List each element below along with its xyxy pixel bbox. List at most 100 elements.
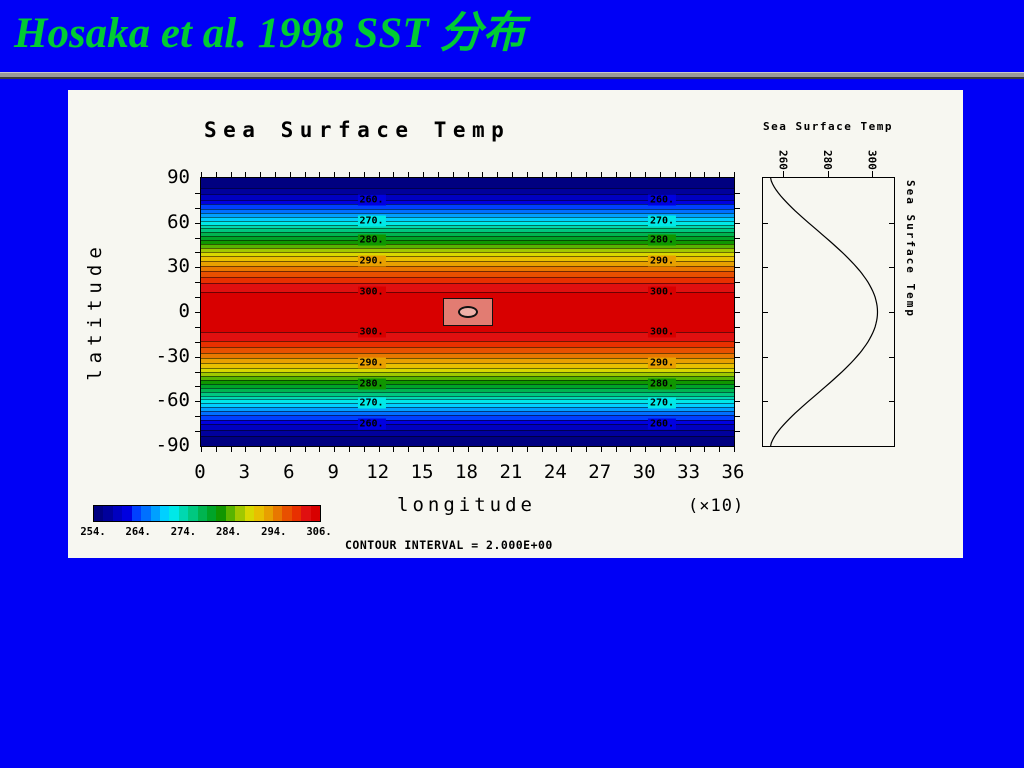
tick-mark xyxy=(615,447,617,452)
colorbar-segment xyxy=(310,506,321,521)
tick-mark xyxy=(735,371,740,373)
tick-mark xyxy=(526,447,528,452)
y-tick-label: 60 xyxy=(167,210,190,233)
sst-band xyxy=(201,232,734,237)
tick-mark xyxy=(349,447,351,452)
tick-mark xyxy=(195,267,200,269)
tick-mark xyxy=(889,356,894,358)
tick-mark xyxy=(571,447,573,452)
colorbar-segment xyxy=(159,506,170,521)
zonal-mean-curve xyxy=(770,178,879,446)
colorbar-segment xyxy=(103,506,113,521)
tick-mark xyxy=(526,172,528,177)
x-tick-label: 18 xyxy=(455,461,478,483)
contour-line xyxy=(201,247,734,249)
x-tick-label: 3 xyxy=(238,461,251,483)
tick-mark xyxy=(763,356,768,358)
tick-mark xyxy=(245,172,247,177)
sst-band xyxy=(201,178,734,189)
tick-mark xyxy=(349,172,351,177)
contour-line xyxy=(201,212,734,214)
tick-mark xyxy=(704,447,706,452)
contour-line xyxy=(201,358,734,360)
contour-line xyxy=(201,240,734,241)
colorbar-label: 294. xyxy=(261,526,287,538)
contour-line xyxy=(201,199,734,201)
tick-mark xyxy=(763,222,768,224)
tick-mark xyxy=(363,447,365,452)
y-tick-label: 90 xyxy=(167,166,190,188)
tick-mark xyxy=(408,447,410,452)
x-tick-label: 30 xyxy=(632,461,656,483)
sst-band xyxy=(201,353,734,359)
sst-band xyxy=(201,260,734,266)
colorbar-segment xyxy=(150,506,160,521)
y-axis-tick-labels: 90 60 30 0 -30 -60 -90 xyxy=(124,167,192,455)
y-tick-label: 0 xyxy=(178,300,190,322)
tick-mark xyxy=(195,431,200,433)
colorbar-label: 284. xyxy=(215,526,242,538)
sst-band xyxy=(201,384,734,388)
tick-mark xyxy=(735,297,740,299)
tick-mark xyxy=(645,172,647,177)
contour-line xyxy=(201,347,734,349)
sst-band xyxy=(201,194,734,200)
tick-mark xyxy=(275,172,277,177)
y-tick-label: -60 xyxy=(155,389,190,412)
contour-line xyxy=(201,363,734,365)
tick-mark xyxy=(889,267,894,269)
contour-line xyxy=(201,424,734,426)
contour-label: 270. xyxy=(647,397,677,409)
contour-line xyxy=(201,376,734,378)
tick-mark xyxy=(735,341,740,343)
sst-band xyxy=(201,380,734,384)
sst-band xyxy=(201,358,734,364)
contour-label: 260. xyxy=(647,194,677,206)
tick-mark xyxy=(735,207,740,209)
sst-band xyxy=(201,424,734,430)
sst-band xyxy=(201,415,734,420)
colorbar-segment xyxy=(197,506,208,521)
sst-band xyxy=(201,208,734,213)
colorbar-label: 274. xyxy=(170,526,197,538)
x-tick-label: 6 xyxy=(283,461,295,483)
tick-mark xyxy=(319,172,321,177)
y-tick-label: -30 xyxy=(155,344,190,367)
contour-line xyxy=(201,403,734,405)
contour-line xyxy=(201,332,734,334)
tick-mark xyxy=(689,447,691,452)
contour-line xyxy=(201,367,734,369)
tick-mark xyxy=(630,172,632,177)
contour-label: 280. xyxy=(357,234,386,246)
tick-mark xyxy=(289,447,291,452)
colorbar-segment xyxy=(131,506,142,521)
contour-line xyxy=(201,270,734,272)
tick-mark xyxy=(763,401,768,403)
tick-mark xyxy=(393,172,395,177)
side-right-axis-title: Sea Surface Temp xyxy=(904,180,917,318)
contour-line xyxy=(201,256,734,258)
tick-mark xyxy=(245,447,247,452)
contour-line xyxy=(201,228,734,230)
side-x-tick-label: 260 xyxy=(776,150,790,170)
tick-mark xyxy=(195,252,200,254)
tick-mark xyxy=(363,172,365,177)
tick-mark xyxy=(735,431,740,433)
sst-band xyxy=(201,247,734,253)
colorbar-segment xyxy=(207,506,217,521)
contour-label: 280. xyxy=(647,234,677,246)
contour-lines xyxy=(201,178,734,446)
sst-band xyxy=(201,270,734,277)
sst-bands xyxy=(201,178,734,446)
sst-band xyxy=(201,216,734,221)
sst-band xyxy=(201,224,734,229)
contour-line xyxy=(201,384,734,385)
sst-band xyxy=(201,220,734,225)
tick-mark xyxy=(615,172,617,177)
sst-band xyxy=(201,283,734,292)
contour-label: 290. xyxy=(647,255,677,267)
sst-band xyxy=(201,371,734,377)
sst-band xyxy=(201,376,734,381)
colorbar-segment xyxy=(225,506,236,521)
tick-mark xyxy=(195,341,200,343)
